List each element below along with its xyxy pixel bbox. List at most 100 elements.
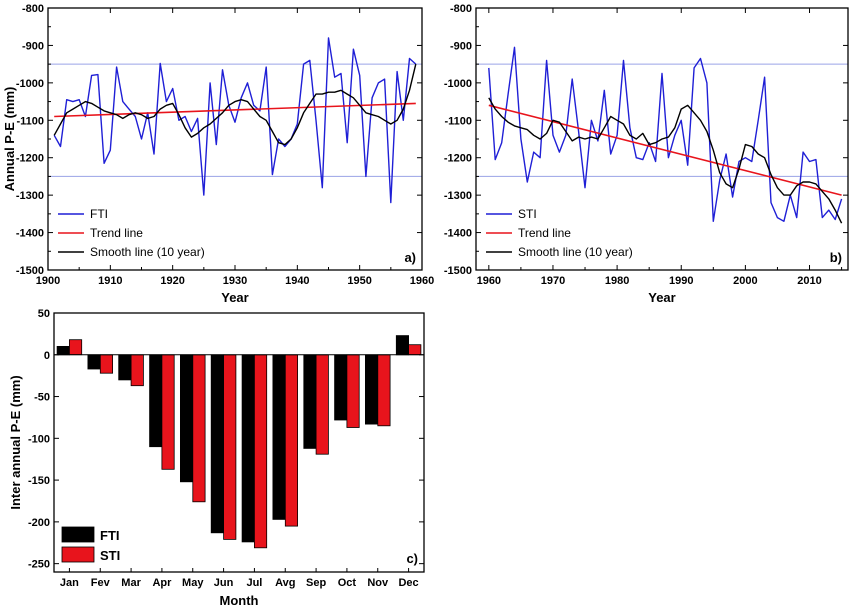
bar-fti-fev [87, 354, 101, 370]
y-tick-label: -1400 [444, 228, 472, 240]
x-axis-title: Year [221, 290, 248, 305]
panel-label: b) [830, 250, 842, 265]
x-tick-label: 1960 [410, 275, 434, 287]
x-tick-label: 1920 [160, 275, 184, 287]
x-tick-label: Fev [91, 577, 111, 589]
legend-label: Trend line [518, 226, 571, 240]
legend-label: FTI [100, 528, 120, 543]
bar-sti-jul [253, 354, 268, 549]
series-line-smooth-line-10-year- [488, 97, 843, 224]
legend-label: Smooth line (10 year) [518, 245, 633, 259]
x-tick-label: May [182, 577, 204, 589]
x-tick-label: 2000 [733, 275, 757, 287]
legend-label: Trend line [90, 226, 143, 240]
x-tick-label: Sep [306, 577, 326, 589]
y-tick-label: -1000 [16, 78, 44, 90]
y-tick-label: -1100 [16, 115, 44, 127]
x-tick-label: 1940 [285, 275, 309, 287]
bar-sti-jan [69, 339, 83, 356]
y-tick-label: -250 [28, 559, 50, 571]
bar-fti-mar [118, 354, 132, 381]
series-line-sti [488, 46, 843, 223]
y-tick-label: -800 [450, 3, 472, 15]
bar-sti-mar [130, 354, 144, 387]
x-tick-label: Jan [60, 577, 79, 589]
x-tick-label: 1960 [477, 275, 501, 287]
x-tick-label: Jun [214, 577, 234, 589]
y-tick-label: -800 [22, 3, 44, 15]
panel-label: c) [406, 551, 418, 566]
y-tick-label: -1500 [16, 265, 44, 277]
y-tick-label: -50 [34, 392, 50, 404]
bar-fti-may [179, 354, 194, 483]
bar-sti-apr [161, 354, 175, 470]
y-tick-label: -1400 [16, 228, 44, 240]
x-tick-label: 1970 [541, 275, 565, 287]
x-tick-label: 1990 [669, 275, 693, 287]
series-line-fti [53, 37, 417, 204]
y-tick-label: -1100 [444, 115, 472, 127]
y-tick-label: -900 [450, 40, 472, 52]
bar-fti-jun [210, 354, 224, 534]
panel-b: -800 -900 -1000 -1100 -1200 -1300 -1400 -1500 19… [444, 3, 849, 305]
bar-fti-jul [241, 354, 255, 543]
plot-frame [53, 312, 425, 573]
y-tick-label: 0 [44, 350, 50, 362]
legend-label: FTI [90, 207, 108, 221]
series-line-smooth-line-10-year- [53, 63, 417, 146]
bar-fti-oct [334, 354, 348, 421]
bar-fti-avg [272, 354, 286, 520]
bar-fti-sep [303, 354, 317, 449]
x-tick-label: 1950 [347, 275, 371, 287]
legend-label: STI [100, 548, 120, 563]
legend-swatch [61, 546, 95, 563]
y-tick-label: -1300 [16, 190, 44, 202]
panel-a: -800-900-1000-1100-1200-1300-1400-150019… [2, 3, 434, 305]
y-tick-label: -1000 [444, 78, 472, 90]
y-tick-label: -900 [22, 40, 44, 52]
bar-sti-oct [346, 354, 360, 428]
x-tick-label: Dec [398, 577, 418, 589]
bar-sti-sep [315, 354, 329, 455]
bar-sti-nov [377, 354, 391, 427]
y-axis-title: Annual P-E (mm) [2, 87, 17, 192]
bar-sti-fev [99, 354, 114, 374]
legend-label: Smooth line (10 year) [90, 245, 205, 259]
x-axis-title: Month [220, 593, 259, 608]
x-tick-label: Oct [338, 577, 357, 589]
panel-c: Jan Fev Mar Apr May Jun Jul Avg Sep Oct Nov Dec 50 0 -… [8, 308, 425, 608]
bar-sti-jun [223, 354, 237, 540]
y-tick-label: -200 [28, 517, 50, 529]
x-tick-label: Nov [367, 577, 389, 589]
y-tick-label: -150 [28, 475, 50, 487]
y-tick-label: -100 [28, 433, 50, 445]
x-tick-label: Mar [121, 577, 141, 589]
y-tick-label: 50 [38, 308, 50, 320]
bar-sti-avg [284, 354, 298, 527]
x-tick-label: 1930 [223, 275, 247, 287]
x-tick-label: Avg [275, 577, 295, 589]
series-line-trend-line [488, 104, 842, 196]
y-tick-label: -1300 [444, 190, 472, 202]
bar-fti-nov [364, 354, 379, 425]
x-axis-title: Year [648, 290, 675, 305]
y-tick-label: -1500 [444, 265, 472, 277]
legend-swatch [61, 526, 95, 543]
bar-sti-dec [408, 344, 422, 356]
x-tick-label: 2010 [797, 275, 821, 287]
bar-sti-may [192, 354, 206, 503]
y-axis-title: Inter annual P-E (mm) [8, 375, 23, 509]
bar-fti-apr [149, 354, 163, 448]
y-tick-label: -1200 [444, 153, 472, 165]
x-tick-label: 1910 [98, 275, 122, 287]
bar-fti-jan [56, 345, 70, 356]
x-tick-label: Jul [246, 577, 262, 589]
legend-label: STI [518, 207, 537, 221]
x-tick-label: 1980 [605, 275, 629, 287]
bar-fti-dec [395, 335, 409, 356]
panel-label: a) [404, 250, 416, 265]
y-tick-label: -1200 [16, 153, 44, 165]
x-tick-label: 1900 [36, 275, 60, 287]
x-tick-label: Apr [152, 577, 172, 589]
